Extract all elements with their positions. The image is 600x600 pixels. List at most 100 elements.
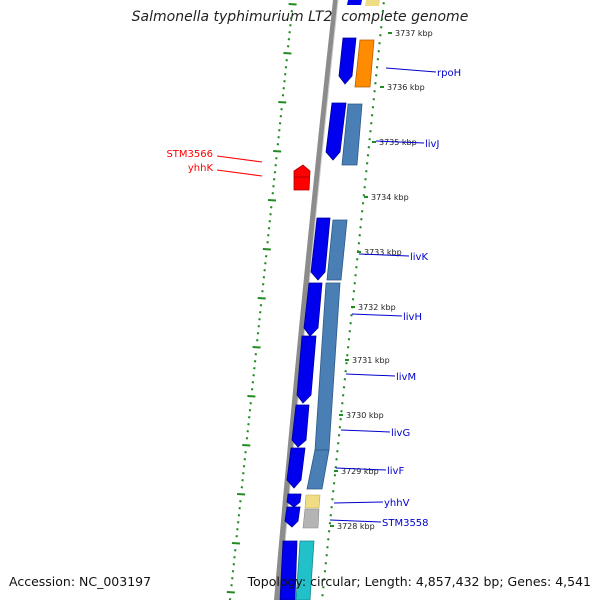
tick-mark [226,591,235,594]
tick-track-inner [321,2,385,597]
gene-label[interactable]: livH [403,312,422,323]
tick-mark [329,514,333,517]
gene-top-khaki[interactable] [365,0,380,6]
gene-label[interactable]: livG [391,428,410,439]
gene-arrow-livJ-fwd[interactable] [325,102,347,161]
tick-mark [240,486,244,489]
tick-mark [365,170,368,173]
scale-label: 3733 kbp [364,248,402,257]
tick-mark [261,283,265,286]
tick-mark [242,444,251,447]
tick-mark [274,164,277,167]
accession-label: Accession: NC_003197 [9,574,152,589]
tick-mark [378,42,381,45]
tick-mark [358,234,361,237]
tick-mark [272,185,275,188]
gene-arrow-livF-fwd[interactable] [286,447,306,489]
tick-mark [252,346,261,349]
tick-mark [264,262,267,265]
tick-mark [330,506,333,509]
tick-mark [234,549,237,552]
tick-mark [262,248,271,251]
tick-mark [271,192,274,195]
tick-mark [246,430,249,433]
gene-livF-steel[interactable] [306,449,330,490]
gene-STM3558-gray[interactable] [302,508,320,529]
tick-mark [285,59,288,62]
tick-mark [264,255,268,258]
tick-mark [247,416,251,419]
gene-label[interactable]: livF [387,466,404,477]
gene-arrow-livH-fwd[interactable] [303,282,323,337]
gene-label[interactable]: livM [396,372,416,383]
tick-mark [372,98,376,101]
tick-mark [338,426,342,429]
tick-mark [258,311,262,314]
tick-mark [359,226,362,229]
highlight-gene-label[interactable]: STM3566 [166,149,213,160]
gene-arrow-rpoH-fwd[interactable] [338,37,357,85]
tick-mark [370,114,374,117]
tick-mark [327,538,330,541]
gene-arrow-livM-fwd[interactable] [296,335,317,404]
tick-mark [231,570,235,573]
gene-leader-line [329,519,382,523]
tick-mark [347,338,351,341]
tick-mark [366,154,370,157]
tick-mark [349,322,352,325]
gene-arrow-top-fwd[interactable] [347,0,362,5]
tick-mark [287,38,291,41]
tick-mark [283,73,287,76]
tick-mark [331,498,334,501]
gene-label[interactable]: yhhV [384,498,410,509]
highlighted-gene[interactable] [293,164,311,191]
tick-mark [332,482,336,485]
gene-livJ-steel[interactable] [341,103,363,166]
tick-mark [363,186,366,189]
tick-mark [236,521,240,524]
tick-mark [289,24,292,27]
map-title: Salmonella typhimurium LT2, complete gen… [131,9,469,25]
tick-mark [243,458,247,461]
gene-arrow-livK-fwd[interactable] [310,217,331,281]
tick-mark [252,374,255,377]
gene-label[interactable]: livK [410,252,428,263]
highlight-leader-line [216,155,263,163]
highlight-gene-label[interactable]: yhhK [188,163,214,174]
gene-livK-steel[interactable] [326,219,348,281]
tick-mark [322,578,326,581]
tick-mark [269,213,272,216]
gene-arrow-STM3558-fwd[interactable] [284,506,301,528]
tick-mark [258,318,261,321]
tick-mark [251,381,255,384]
tick-mark [266,241,269,244]
tick-mark [290,10,294,13]
gene-arrow-yhhV-fwd[interactable] [286,493,302,508]
gene-rpoH-orange[interactable] [354,39,375,88]
tick-mark [322,586,325,589]
tick-mark [238,507,241,510]
gene-arrow-livG-fwd[interactable] [291,404,310,448]
tick-mark [324,562,328,565]
gene-leader-line [351,313,403,317]
gene-leader-line [345,373,396,377]
gene-label[interactable]: rpoH [437,68,461,79]
gene-yhhV-khaki[interactable] [304,494,321,509]
gene-label[interactable]: livJ [425,139,439,150]
tick-mark [348,330,352,333]
tick-mark [233,556,236,559]
tick-mark [289,17,293,20]
gene-label[interactable]: STM3558 [382,518,429,529]
tick-mark [231,542,241,545]
tick-mark [257,297,266,300]
scale-label: 3736 kbp [387,83,425,92]
tick-mark [232,563,236,566]
tick-mark [341,394,345,397]
gene-bottom-cyan[interactable] [295,540,315,600]
tick-mark [281,94,285,97]
tick-mark [360,218,363,221]
tick-mark [377,50,380,53]
tick-mark [376,58,380,61]
tick-mark [373,90,376,93]
gene-arrow-bottom-fwd[interactable] [279,540,298,600]
